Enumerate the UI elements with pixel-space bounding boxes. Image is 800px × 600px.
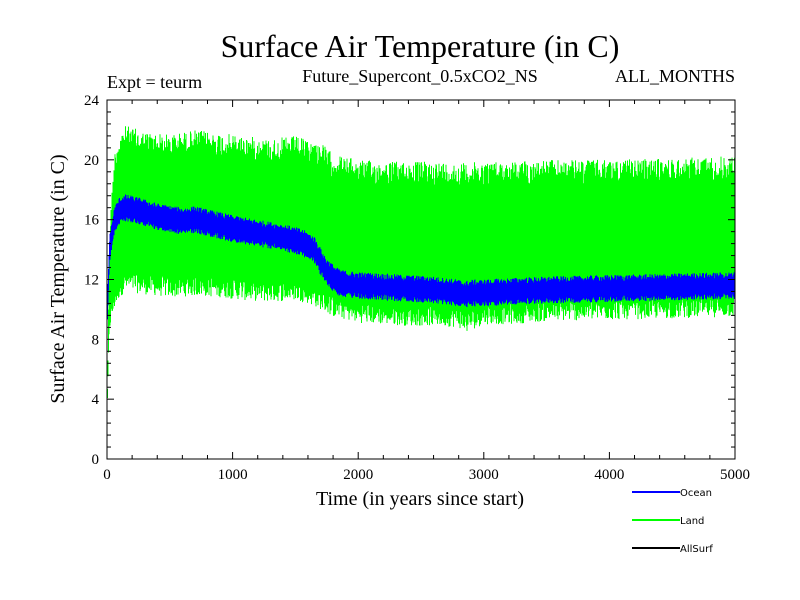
chart-subtitle-left: Expt = teurm — [107, 72, 202, 92]
legend: Ocean Land AllSurf — [632, 488, 713, 555]
legend-label-allsurf: AllSurf — [680, 544, 713, 555]
y-tick-label: 4 — [92, 392, 100, 408]
x-tick-label: 3000 — [469, 467, 499, 483]
y-tick-label: 0 — [92, 452, 100, 468]
x-tick-label: 2000 — [343, 467, 373, 483]
y-tick-label: 16 — [84, 213, 100, 229]
chart-title: Surface Air Temperature (in C) — [221, 28, 620, 64]
legend-label-ocean: Ocean — [680, 488, 712, 499]
axes-layer: 0 1000 2000 3000 4000 5000 0 4 8 12 16 20 24 — [84, 93, 750, 483]
plot-data-layer — [106, 126, 736, 438]
chart-subtitle-right: ALL_MONTHS — [615, 66, 735, 86]
y-axis-label: Surface Air Temperature (in C) — [47, 154, 69, 403]
y-tick-label: 8 — [92, 332, 100, 348]
x-tick-label: 1000 — [218, 467, 248, 483]
x-tick-label: 0 — [103, 467, 111, 483]
chart-subtitle-center: Future_Supercont_0.5xCO2_NS — [302, 66, 538, 86]
y-tick-label: 20 — [84, 153, 99, 169]
x-tick-label: 5000 — [720, 467, 750, 483]
y-tick-label: 24 — [84, 93, 100, 109]
legend-label-land: Land — [680, 516, 704, 527]
x-axis-label: Time (in years since start) — [316, 488, 524, 510]
x-tick-label: 4000 — [594, 467, 624, 483]
y-tick-label: 12 — [84, 273, 99, 289]
